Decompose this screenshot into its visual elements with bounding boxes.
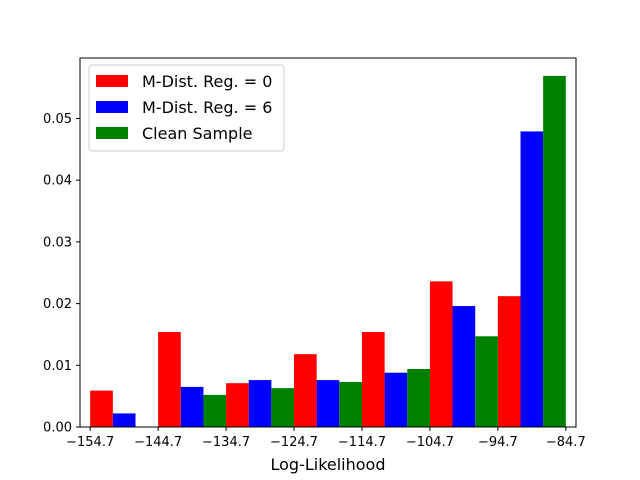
- bar-series-2-bin-3: [248, 380, 272, 427]
- x-tick-label: −154.7: [66, 435, 114, 450]
- axes-frame: [79, 57, 577, 428]
- bar-series-1-bin-1: [90, 390, 113, 427]
- x-tick-label: −124.7: [270, 435, 318, 450]
- legend-swatch: [96, 75, 128, 87]
- x-axis-ticks: −154.7 −144.7 −134.7 −124.7 −114.7 −104.7 −94.…: [66, 427, 586, 450]
- x-tick-label: −84.7: [546, 435, 586, 450]
- y-tick-label: 0.01: [43, 359, 72, 374]
- bar-series-2-bin-4: [316, 380, 340, 427]
- x-axis-label: Log-Likelihood: [270, 455, 385, 474]
- bar-series-3-bin-5: [407, 368, 430, 427]
- legend-box: [88, 64, 285, 152]
- y-tick-label: 0.02: [43, 297, 72, 312]
- y-tick-label: 0.00: [43, 421, 72, 436]
- legend-swatch: [96, 101, 128, 113]
- bar-series-2-bin-1: [112, 413, 136, 427]
- legend-swatch: [96, 127, 128, 139]
- bar-series-2-bin-7: [520, 131, 544, 428]
- bar-series-2-bin-5: [384, 372, 408, 427]
- legend: M-Dist. Reg. = 0 M-Dist. Reg. = 6 Clean Sa…: [88, 64, 285, 152]
- x-tick-label: −134.7: [202, 435, 250, 450]
- legend-label: M-Dist. Reg. = 6: [142, 98, 272, 117]
- bar-series-1-bin-4: [294, 354, 317, 427]
- y-tick-label: 0.05: [43, 112, 72, 127]
- bar-series-1-bin-6: [429, 281, 453, 427]
- bar-series-3-bin-2: [203, 394, 227, 427]
- bars-group: [90, 75, 566, 428]
- bar-series-1-bin-3: [226, 383, 249, 427]
- bar-series-1-bin-5: [361, 331, 385, 427]
- y-tick-label: 0.04: [43, 174, 72, 189]
- bar-series-2-bin-2: [180, 386, 204, 427]
- bar-series-1-bin-2: [158, 331, 181, 427]
- x-tick-label: −144.7: [134, 435, 182, 450]
- legend-label: Clean Sample: [142, 124, 252, 143]
- y-axis-ticks: 0.00 0.01 0.02 0.03 0.04 0.05: [43, 112, 80, 436]
- x-tick-label: −104.7: [406, 435, 454, 450]
- bar-series-2-bin-6: [452, 306, 476, 427]
- bar-series-3-bin-7: [543, 75, 566, 427]
- bar-series-3-bin-3: [271, 388, 295, 427]
- y-tick-label: 0.03: [43, 235, 72, 250]
- bar-series-3-bin-6: [475, 336, 498, 427]
- legend-label: M-Dist. Reg. = 0: [142, 72, 272, 91]
- bar-series-3-bin-4: [339, 381, 362, 427]
- bar-series-1-bin-7: [497, 296, 521, 427]
- x-tick-label: −114.7: [338, 435, 386, 450]
- x-tick-label: −94.7: [478, 435, 518, 450]
